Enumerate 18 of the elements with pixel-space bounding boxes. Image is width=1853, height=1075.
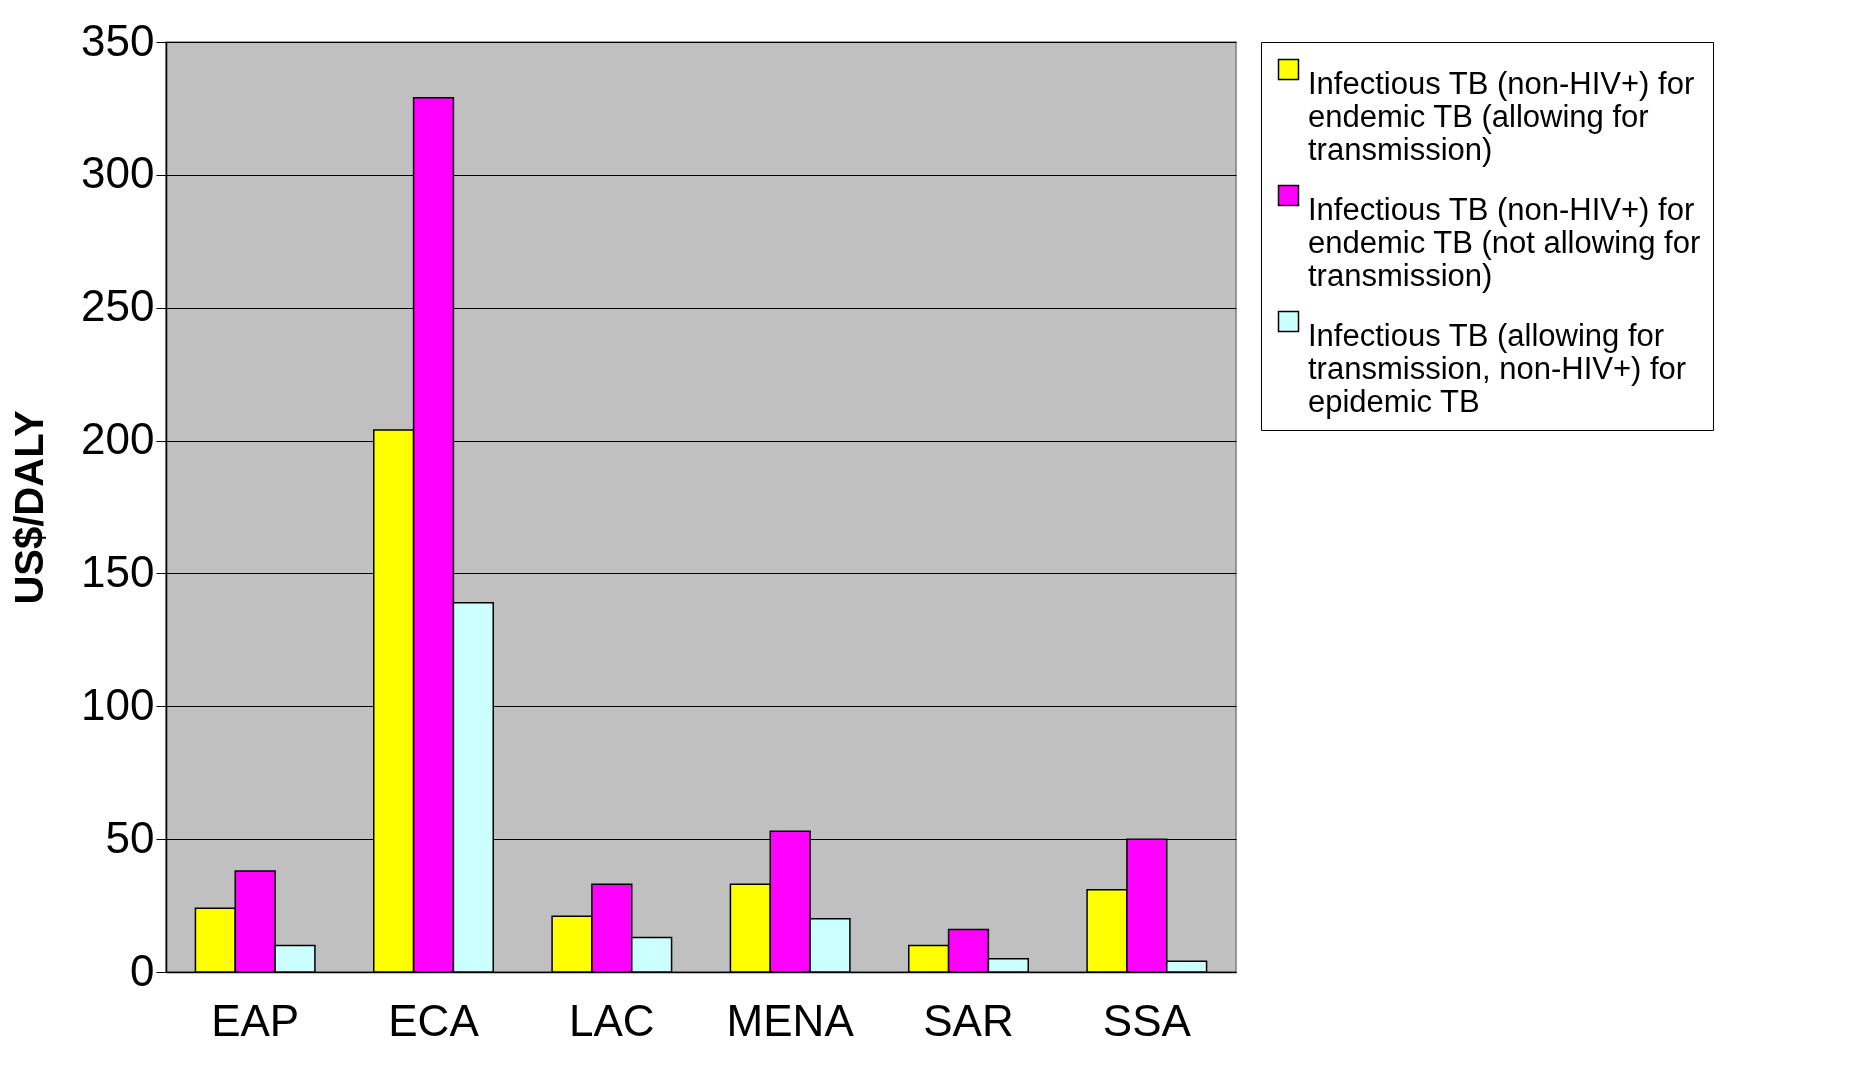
y-tick-label: 300 bbox=[81, 148, 155, 198]
y-tick-label: 50 bbox=[105, 812, 155, 862]
x-tick-label: LAC bbox=[569, 995, 655, 1045]
y-tick-label: 200 bbox=[81, 414, 155, 464]
y-axis-title: US$/DALY bbox=[7, 410, 52, 605]
x-tick-label: SSA bbox=[1102, 995, 1192, 1045]
y-tick-label: 250 bbox=[81, 281, 155, 331]
y-tick-label: 100 bbox=[81, 679, 155, 729]
legend-label: Infectious TB (non-HIV+) for endemic TB (allowing for transmission) bbox=[1308, 65, 1695, 167]
legend-label: Infectious TB (non-HIV+) for endemic TB (not allowing for transmission) bbox=[1308, 191, 1701, 293]
y-tick-label: 150 bbox=[81, 546, 155, 596]
x-tick-label: ECA bbox=[388, 995, 480, 1045]
y-tick-label: 350 bbox=[81, 15, 155, 65]
legend-label: Infectious TB (allowing for transmission, non-HIV+) for epidemic TB bbox=[1308, 317, 1687, 419]
x-tick-label: EAP bbox=[211, 995, 300, 1045]
x-tick-label: SAR bbox=[923, 995, 1014, 1045]
x-tick-label: MENA bbox=[726, 995, 855, 1045]
y-tick-label: 0 bbox=[130, 945, 155, 995]
